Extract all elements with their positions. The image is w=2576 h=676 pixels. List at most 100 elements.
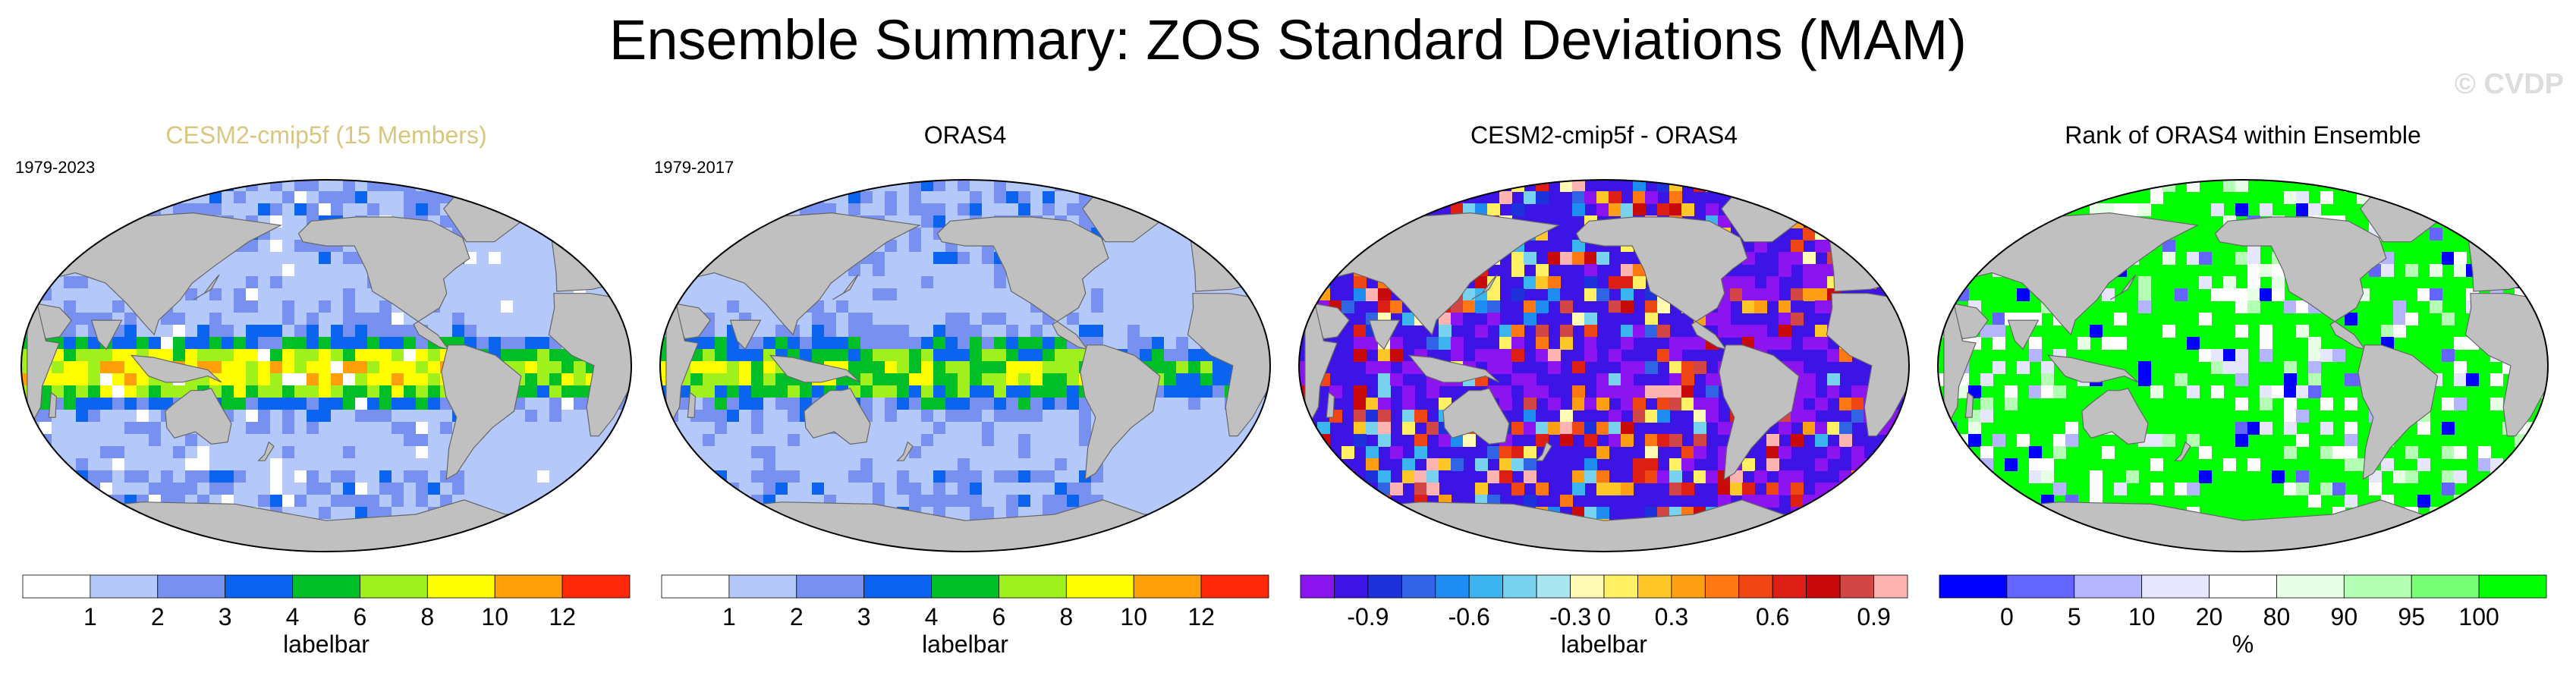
data-cell [800, 180, 813, 192]
data-cell [703, 543, 716, 552]
data-cell [525, 531, 538, 544]
data-cell [440, 167, 453, 180]
data-cell [1779, 446, 1791, 459]
data-cell [185, 434, 198, 447]
data-cell [1273, 300, 1276, 313]
data-cell [64, 531, 77, 544]
data-cell [137, 458, 149, 471]
data-cell [355, 555, 368, 561]
data-cell [331, 470, 344, 483]
data-cell [270, 228, 283, 241]
data-cell [331, 337, 344, 350]
data-cell [2247, 276, 2260, 289]
data-cell [885, 288, 898, 301]
data-cell [1706, 203, 1719, 216]
data-cell [258, 264, 271, 277]
data-cell [1487, 288, 1500, 301]
colorbar-box [1468, 574, 1504, 599]
data-cell [282, 446, 295, 459]
data-cell [2211, 349, 2224, 362]
data-cell [1584, 349, 1597, 362]
data-cell [246, 446, 259, 459]
data-cell [1912, 276, 1915, 289]
data-cell [1341, 519, 1354, 532]
data-cell [2442, 422, 2455, 435]
data-cell [1030, 349, 1043, 362]
data-cell [501, 180, 514, 192]
data-cell [1354, 434, 1367, 447]
data-cell [513, 288, 526, 301]
data-cell [1176, 543, 1189, 552]
data-cell [100, 446, 113, 459]
data-cell [112, 458, 125, 471]
data-cell [525, 203, 538, 216]
data-cell [885, 398, 898, 410]
data-cell [1694, 398, 1706, 410]
data-cell [958, 313, 970, 325]
data-cell [1524, 410, 1536, 423]
data-cell [610, 434, 623, 447]
data-cell [124, 203, 137, 216]
data-cell [1115, 543, 1128, 552]
data-cell [489, 167, 502, 180]
data-cell [2114, 203, 2127, 216]
data-cell [622, 507, 631, 520]
data-cell [2029, 385, 2042, 398]
data-cell [751, 349, 764, 362]
data-cell [1273, 373, 1276, 386]
data-cell [945, 313, 958, 325]
data-cell [100, 300, 113, 313]
data-cell [52, 470, 64, 483]
data-cell [1128, 240, 1140, 253]
data-cell [234, 458, 247, 471]
data-cell [1900, 543, 1909, 552]
data-cell [2527, 446, 2540, 459]
data-cell [622, 252, 631, 265]
data-cell [367, 325, 380, 338]
data-cell [1249, 215, 1262, 228]
data-cell [343, 276, 356, 289]
data-cell [2454, 337, 2467, 350]
data-cell [634, 264, 637, 277]
data-cell [586, 240, 599, 253]
data-cell [634, 398, 637, 410]
data-cell [574, 543, 587, 552]
data-cell [574, 434, 587, 447]
data-cell [52, 434, 64, 447]
data-cell [1827, 519, 1840, 532]
data-cell [1791, 313, 1804, 325]
data-cell [2272, 470, 2285, 483]
data-cell [2320, 349, 2333, 362]
data-cell [2235, 434, 2248, 447]
data-cell [1378, 349, 1391, 362]
data-cell [1524, 495, 1536, 508]
data-cell [1536, 337, 1549, 350]
data-cell [2393, 300, 2406, 313]
data-cell [1548, 361, 1561, 374]
data-cell [1018, 203, 1031, 216]
data-cell [76, 519, 89, 532]
data-cell [1633, 325, 1646, 338]
data-cell [751, 191, 764, 204]
data-cell [246, 264, 259, 277]
data-cell [1900, 252, 1909, 265]
data-cell [727, 191, 740, 204]
data-cell [1815, 180, 1828, 192]
data-cell [1237, 215, 1250, 228]
map-difference [1298, 179, 1915, 552]
data-cell [634, 519, 637, 532]
data-cell [1548, 398, 1561, 410]
data-cell [489, 313, 502, 325]
data-cell [1103, 543, 1116, 552]
data-cell [2041, 519, 2054, 532]
data-cell [21, 531, 28, 544]
land-north-america [297, 216, 470, 351]
data-cell [2454, 264, 2467, 277]
data-cell [703, 180, 716, 192]
data-cell [64, 519, 77, 532]
data-cell [1140, 252, 1153, 265]
data-cell [1718, 215, 1731, 228]
data-cell [1103, 180, 1116, 192]
data-cell [537, 373, 550, 386]
data-cell [1827, 495, 1840, 508]
